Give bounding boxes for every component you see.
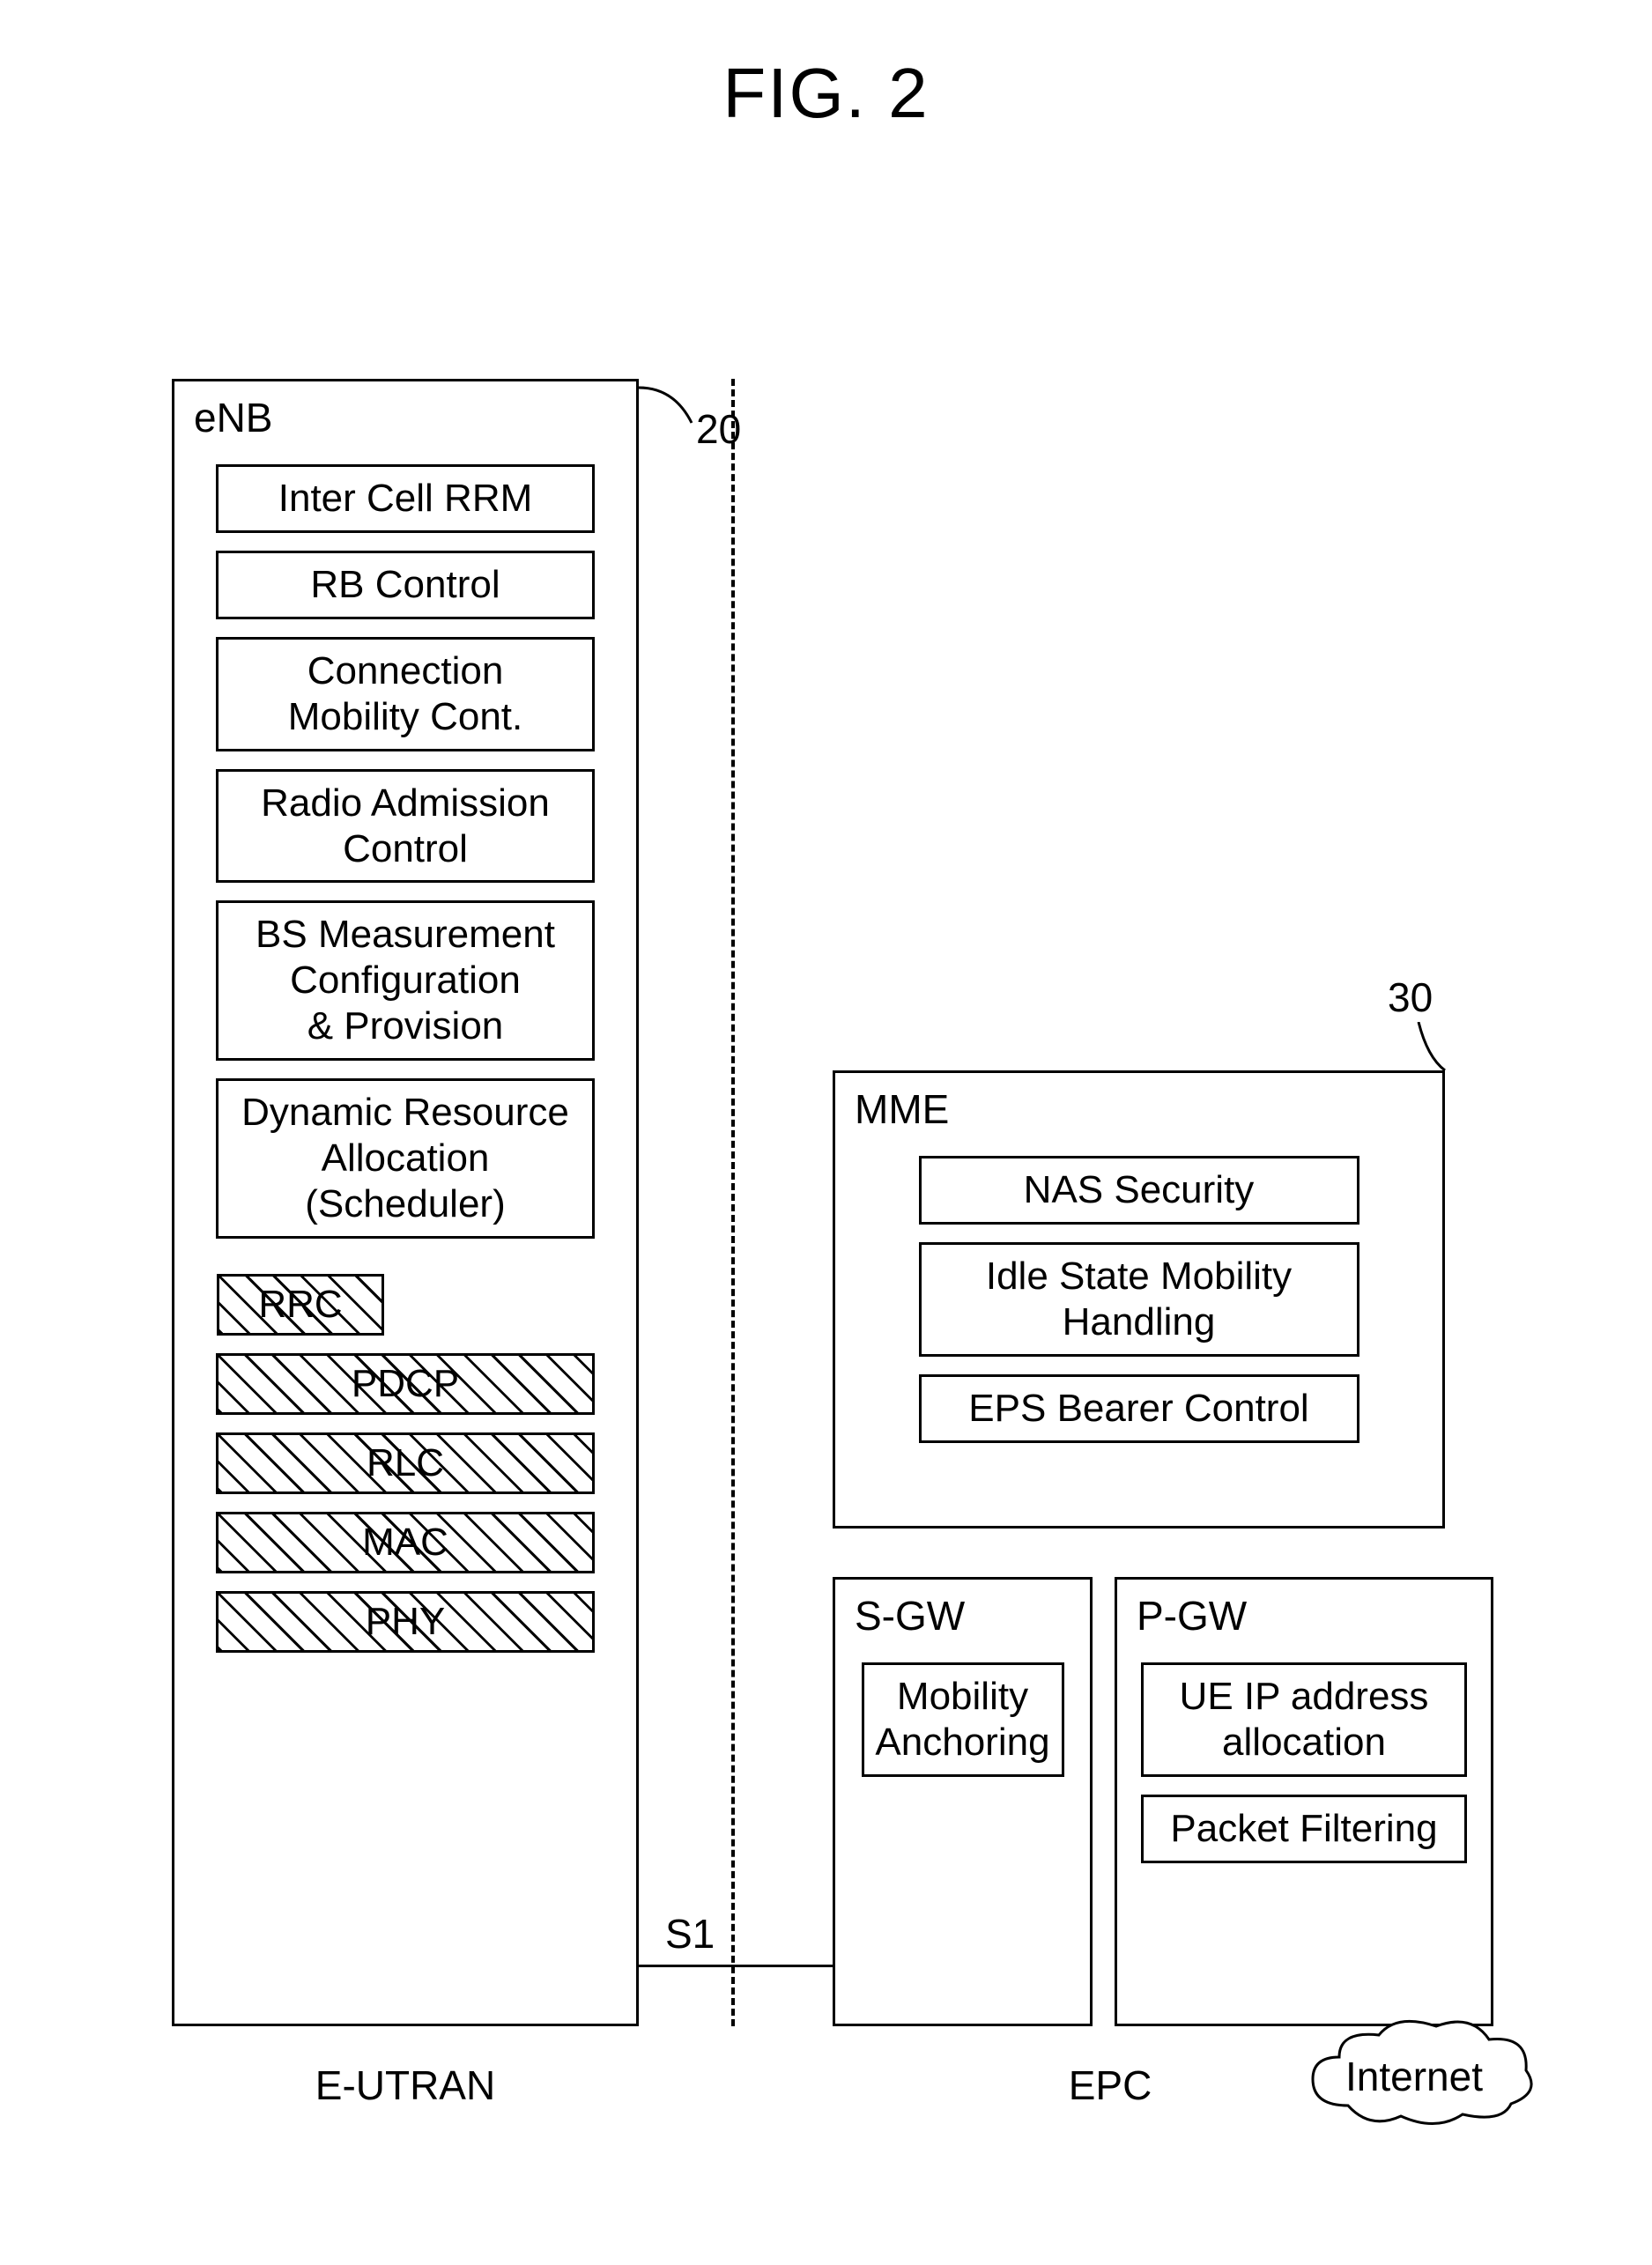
enb-layer-mac-label: MAC: [362, 1520, 448, 1566]
s1-interface-line: [639, 1965, 833, 1967]
enb-func-scheduler: Dynamic Resource Allocation (Scheduler): [216, 1078, 595, 1239]
sgw-title: S-GW: [835, 1580, 1090, 1645]
diagram-canvas: FIG. 2 eNB Inter Cell RRM RB Control Con…: [0, 0, 1652, 2265]
enb-box: eNB Inter Cell RRM RB Control Connection…: [172, 379, 639, 2026]
enb-layer-rrc: RRC: [217, 1274, 384, 1336]
mme-func-nas-security: NAS Security: [919, 1156, 1359, 1225]
mme-ref-leader: [1401, 1022, 1463, 1075]
enb-func-radio-admission: Radio Admission Control: [216, 769, 595, 884]
enb-layer-rlc: RLC: [216, 1432, 595, 1494]
pgw-box: P-GW UE IP address allocation Packet Fil…: [1115, 1577, 1493, 2026]
pgw-func-packet-filtering: Packet Filtering: [1141, 1795, 1467, 1863]
sgw-func-mobility-anchoring: Mobility Anchoring: [862, 1662, 1064, 1777]
enb-layer-phy-label: PHY: [366, 1599, 445, 1645]
mme-ref-label: 30: [1388, 973, 1433, 1021]
enb-layer-phy: PHY: [216, 1591, 595, 1653]
eutran-label: E-UTRAN: [300, 2061, 511, 2109]
s1-label: S1: [665, 1910, 715, 1958]
figure-title: FIG. 2: [0, 53, 1652, 134]
pgw-title: P-GW: [1117, 1580, 1491, 1645]
epc-label: EPC: [1057, 2061, 1163, 2109]
enb-layer-pdcp-label: PDCP: [352, 1361, 459, 1407]
enb-layer-mac: MAC: [216, 1512, 595, 1573]
enb-func-bs-measurement: BS Measurement Configuration & Provision: [216, 900, 595, 1061]
enb-layer-pdcp: PDCP: [216, 1353, 595, 1415]
enb-layer-rlc-label: RLC: [367, 1440, 444, 1486]
mme-func-eps-bearer: EPS Bearer Control: [919, 1374, 1359, 1443]
pgw-func-ue-ip-alloc: UE IP address allocation: [1141, 1662, 1467, 1777]
mme-box: MME NAS Security Idle State Mobility Han…: [833, 1070, 1445, 1529]
mme-func-idle-mobility: Idle State Mobility Handling: [919, 1242, 1359, 1357]
enb-title: eNB: [174, 381, 636, 447]
eutran-epc-divider: [731, 379, 735, 2026]
enb-func-rb-control: RB Control: [216, 551, 595, 619]
enb-func-conn-mobility: Connection Mobility Cont.: [216, 637, 595, 751]
enb-layer-rrc-label: RRC: [258, 1282, 342, 1328]
enb-func-inter-cell-rrm: Inter Cell RRM: [216, 464, 595, 533]
mme-title: MME: [835, 1073, 1442, 1138]
sgw-box: S-GW Mobility Anchoring: [833, 1577, 1093, 2026]
internet-label: Internet: [1313, 2053, 1515, 2100]
